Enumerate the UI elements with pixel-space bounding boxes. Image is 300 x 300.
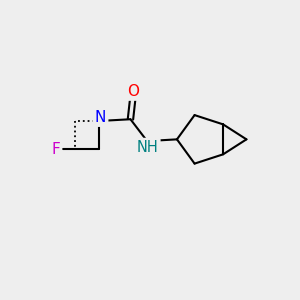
Text: F: F	[51, 142, 60, 157]
Text: N: N	[95, 110, 106, 125]
Text: NH: NH	[137, 140, 158, 155]
Text: O: O	[127, 84, 139, 99]
